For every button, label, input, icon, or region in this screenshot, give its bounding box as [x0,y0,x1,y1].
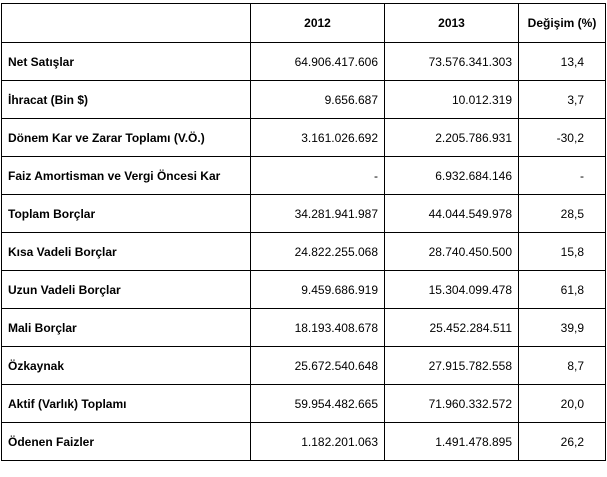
value-2012: 24.822.255.068 [250,232,385,271]
value-change: 20,0 [518,384,606,423]
value-2013: 2.205.786.931 [384,118,519,157]
value-2013: 25.452.284.511 [384,308,519,347]
row-label: Uzun Vadeli Borçlar [1,270,251,309]
value-2013: 44.044.549.978 [384,194,519,233]
value-change: 26,2 [518,422,606,461]
row-label: Kısa Vadeli Borçlar [1,232,251,271]
value-change: -30,2 [518,118,606,157]
value-2012: 34.281.941.987 [250,194,385,233]
row-label: Özkaynak [1,346,251,385]
value-2012: 9.459.686.919 [250,270,385,309]
value-2012: 3.161.026.692 [250,118,385,157]
value-2013: 27.915.782.558 [384,346,519,385]
value-2013: 73.576.341.303 [384,42,519,81]
value-2012: 9.656.687 [250,80,385,119]
value-change: 13,4 [518,42,606,81]
header-row: 2012 2013 Değişim (%) [1,3,606,43]
value-2013: 1.491.478.895 [384,422,519,461]
value-2012: - [250,156,385,195]
table-row: Kısa Vadeli Borçlar 24.822.255.068 28.74… [1,232,606,271]
financial-table: 2012 2013 Değişim (%) Net Satışlar 64.90… [1,3,606,461]
value-2012: 64.906.417.606 [250,42,385,81]
table-row: Mali Borçlar 18.193.408.678 25.452.284.5… [1,308,606,347]
row-label: Faiz Amortisman ve Vergi Öncesi Kar [1,156,251,195]
value-change: 8,7 [518,346,606,385]
table-row: İhracat (Bin $) 9.656.687 10.012.319 3,7 [1,80,606,119]
row-label: İhracat (Bin $) [1,80,251,119]
table-row: Toplam Borçlar 34.281.941.987 44.044.549… [1,194,606,233]
value-change: 61,8 [518,270,606,309]
row-label: Toplam Borçlar [1,194,251,233]
table-row: Özkaynak 25.672.540.648 27.915.782.558 8… [1,346,606,385]
value-change: 28,5 [518,194,606,233]
value-2013: 10.012.319 [384,80,519,119]
table-row: Dönem Kar ve Zarar Toplamı (V.Ö.) 3.161.… [1,118,606,157]
value-change: 3,7 [518,80,606,119]
value-change: 39,9 [518,308,606,347]
table-row: Aktif (Varlık) Toplamı 59.954.482.665 71… [1,384,606,423]
value-2012: 18.193.408.678 [250,308,385,347]
header-cell-blank [1,3,251,43]
row-label: Dönem Kar ve Zarar Toplamı (V.Ö.) [1,118,251,157]
value-2012: 25.672.540.648 [250,346,385,385]
value-2012: 1.182.201.063 [250,422,385,461]
table-body: 2012 2013 Değişim (%) Net Satışlar 64.90… [1,3,606,461]
row-label: Aktif (Varlık) Toplamı [1,384,251,423]
header-cell-change: Değişim (%) [518,3,606,43]
table-row: Uzun Vadeli Borçlar 9.459.686.919 15.304… [1,270,606,309]
value-change: 15,8 [518,232,606,271]
table-row: Net Satışlar 64.906.417.606 73.576.341.3… [1,42,606,81]
value-2013: 15.304.099.478 [384,270,519,309]
value-2013: 6.932.684.146 [384,156,519,195]
table-row: Ödenen Faizler 1.182.201.063 1.491.478.8… [1,422,606,461]
value-2012: 59.954.482.665 [250,384,385,423]
value-2013: 28.740.450.500 [384,232,519,271]
row-label: Ödenen Faizler [1,422,251,461]
header-cell-2013: 2013 [384,3,519,43]
value-change: - [518,156,606,195]
row-label: Net Satışlar [1,42,251,81]
table-row: Faiz Amortisman ve Vergi Öncesi Kar - 6.… [1,156,606,195]
header-cell-2012: 2012 [250,3,385,43]
value-2013: 71.960.332.572 [384,384,519,423]
row-label: Mali Borçlar [1,308,251,347]
